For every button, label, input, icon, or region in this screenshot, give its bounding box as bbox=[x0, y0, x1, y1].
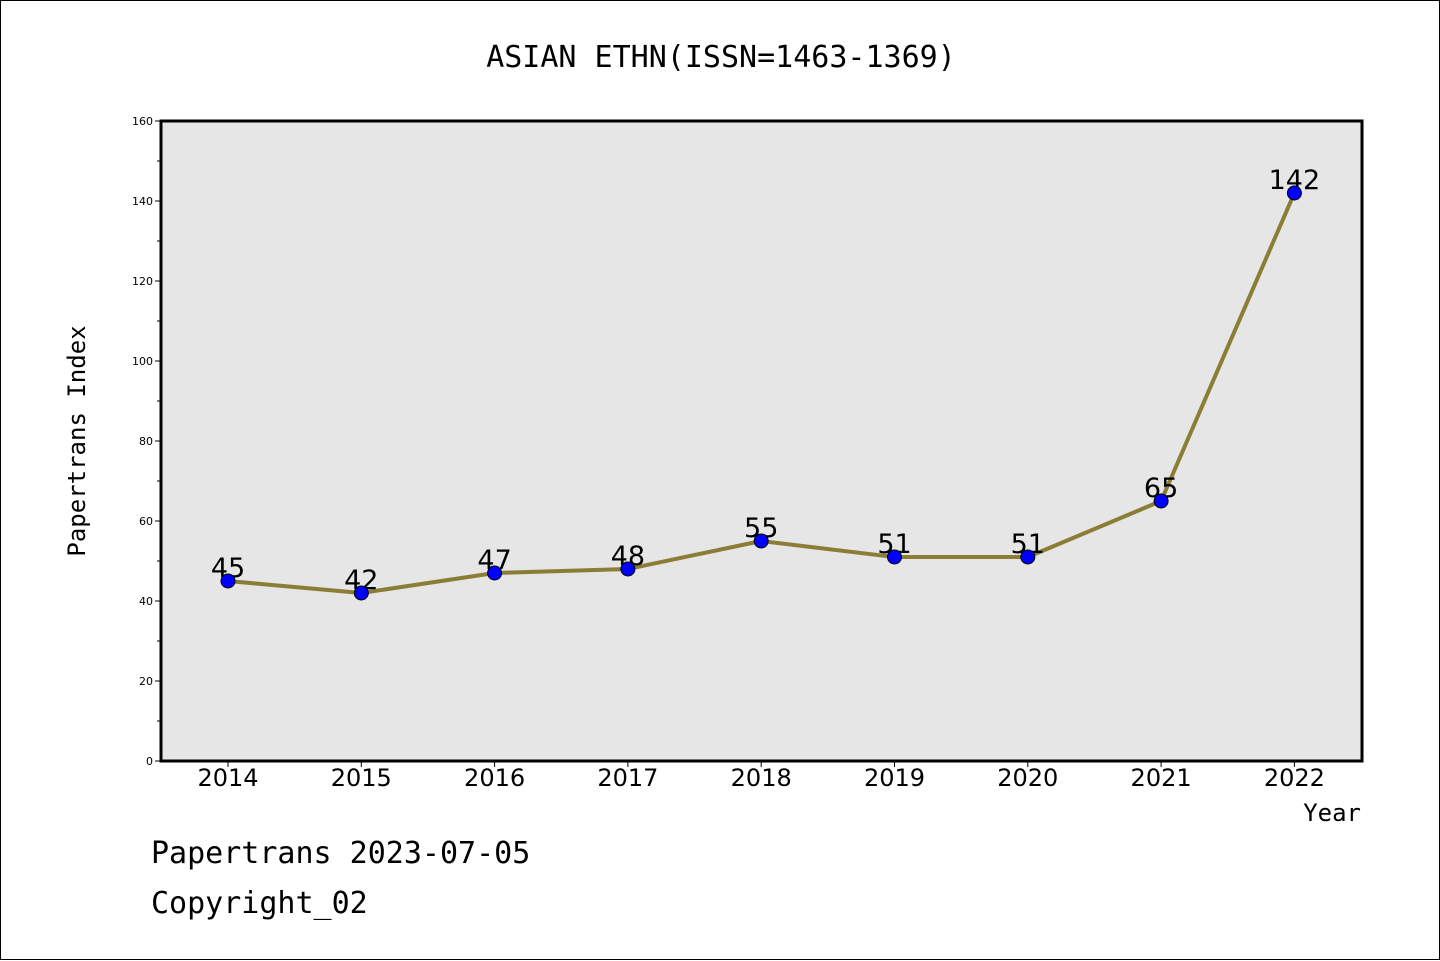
x-tick-label: 2022 bbox=[1264, 764, 1325, 792]
footer-date-text: Papertrans 2023-07-05 bbox=[151, 836, 531, 871]
data-point bbox=[487, 565, 503, 581]
y-tick-label: 0 bbox=[146, 755, 153, 768]
y-tick-label: 20 bbox=[139, 675, 153, 688]
x-tick-label: 2015 bbox=[331, 764, 392, 792]
y-tick-label: 60 bbox=[139, 515, 153, 528]
y-axis-label: Papertrans Index bbox=[63, 325, 91, 556]
x-tick-label: 2020 bbox=[997, 764, 1058, 792]
data-point bbox=[1153, 493, 1169, 509]
x-axis-ticks: 2014 2015 2016 2017 2018 2019 2020 2021 2022 bbox=[197, 761, 1325, 792]
data-point bbox=[753, 533, 769, 549]
chart-title: ASIAN ETHN(ISSN=1463-1369) bbox=[486, 40, 956, 75]
data-point bbox=[887, 549, 902, 565]
y-tick-label: 100 bbox=[132, 355, 153, 368]
y-tick-label: 160 bbox=[132, 115, 153, 128]
x-tick-label: 2016 bbox=[464, 764, 525, 792]
data-point bbox=[1020, 549, 1036, 565]
data-point bbox=[353, 585, 369, 601]
y-tick-label: 140 bbox=[132, 195, 153, 208]
y-tick-label: 80 bbox=[139, 435, 153, 448]
plot-area bbox=[159, 119, 1364, 763]
y-tick-label: 120 bbox=[132, 275, 153, 288]
x-tick-label: 2014 bbox=[197, 764, 258, 792]
y-tick-label: 40 bbox=[139, 595, 153, 608]
x-tick-label: 2018 bbox=[731, 764, 792, 792]
data-point bbox=[1286, 185, 1302, 201]
data-point bbox=[620, 561, 636, 577]
x-tick-label: 2017 bbox=[597, 764, 658, 792]
footer-copyright-text: Copyright_02 bbox=[151, 886, 368, 921]
x-axis-label: Year bbox=[1303, 799, 1361, 827]
data-point bbox=[220, 573, 236, 589]
x-tick-label: 2021 bbox=[1131, 764, 1192, 792]
x-tick-label: 2019 bbox=[864, 764, 925, 792]
y-axis-ticks: 0 20 40 60 80 100 120 140 160 bbox=[132, 115, 161, 768]
